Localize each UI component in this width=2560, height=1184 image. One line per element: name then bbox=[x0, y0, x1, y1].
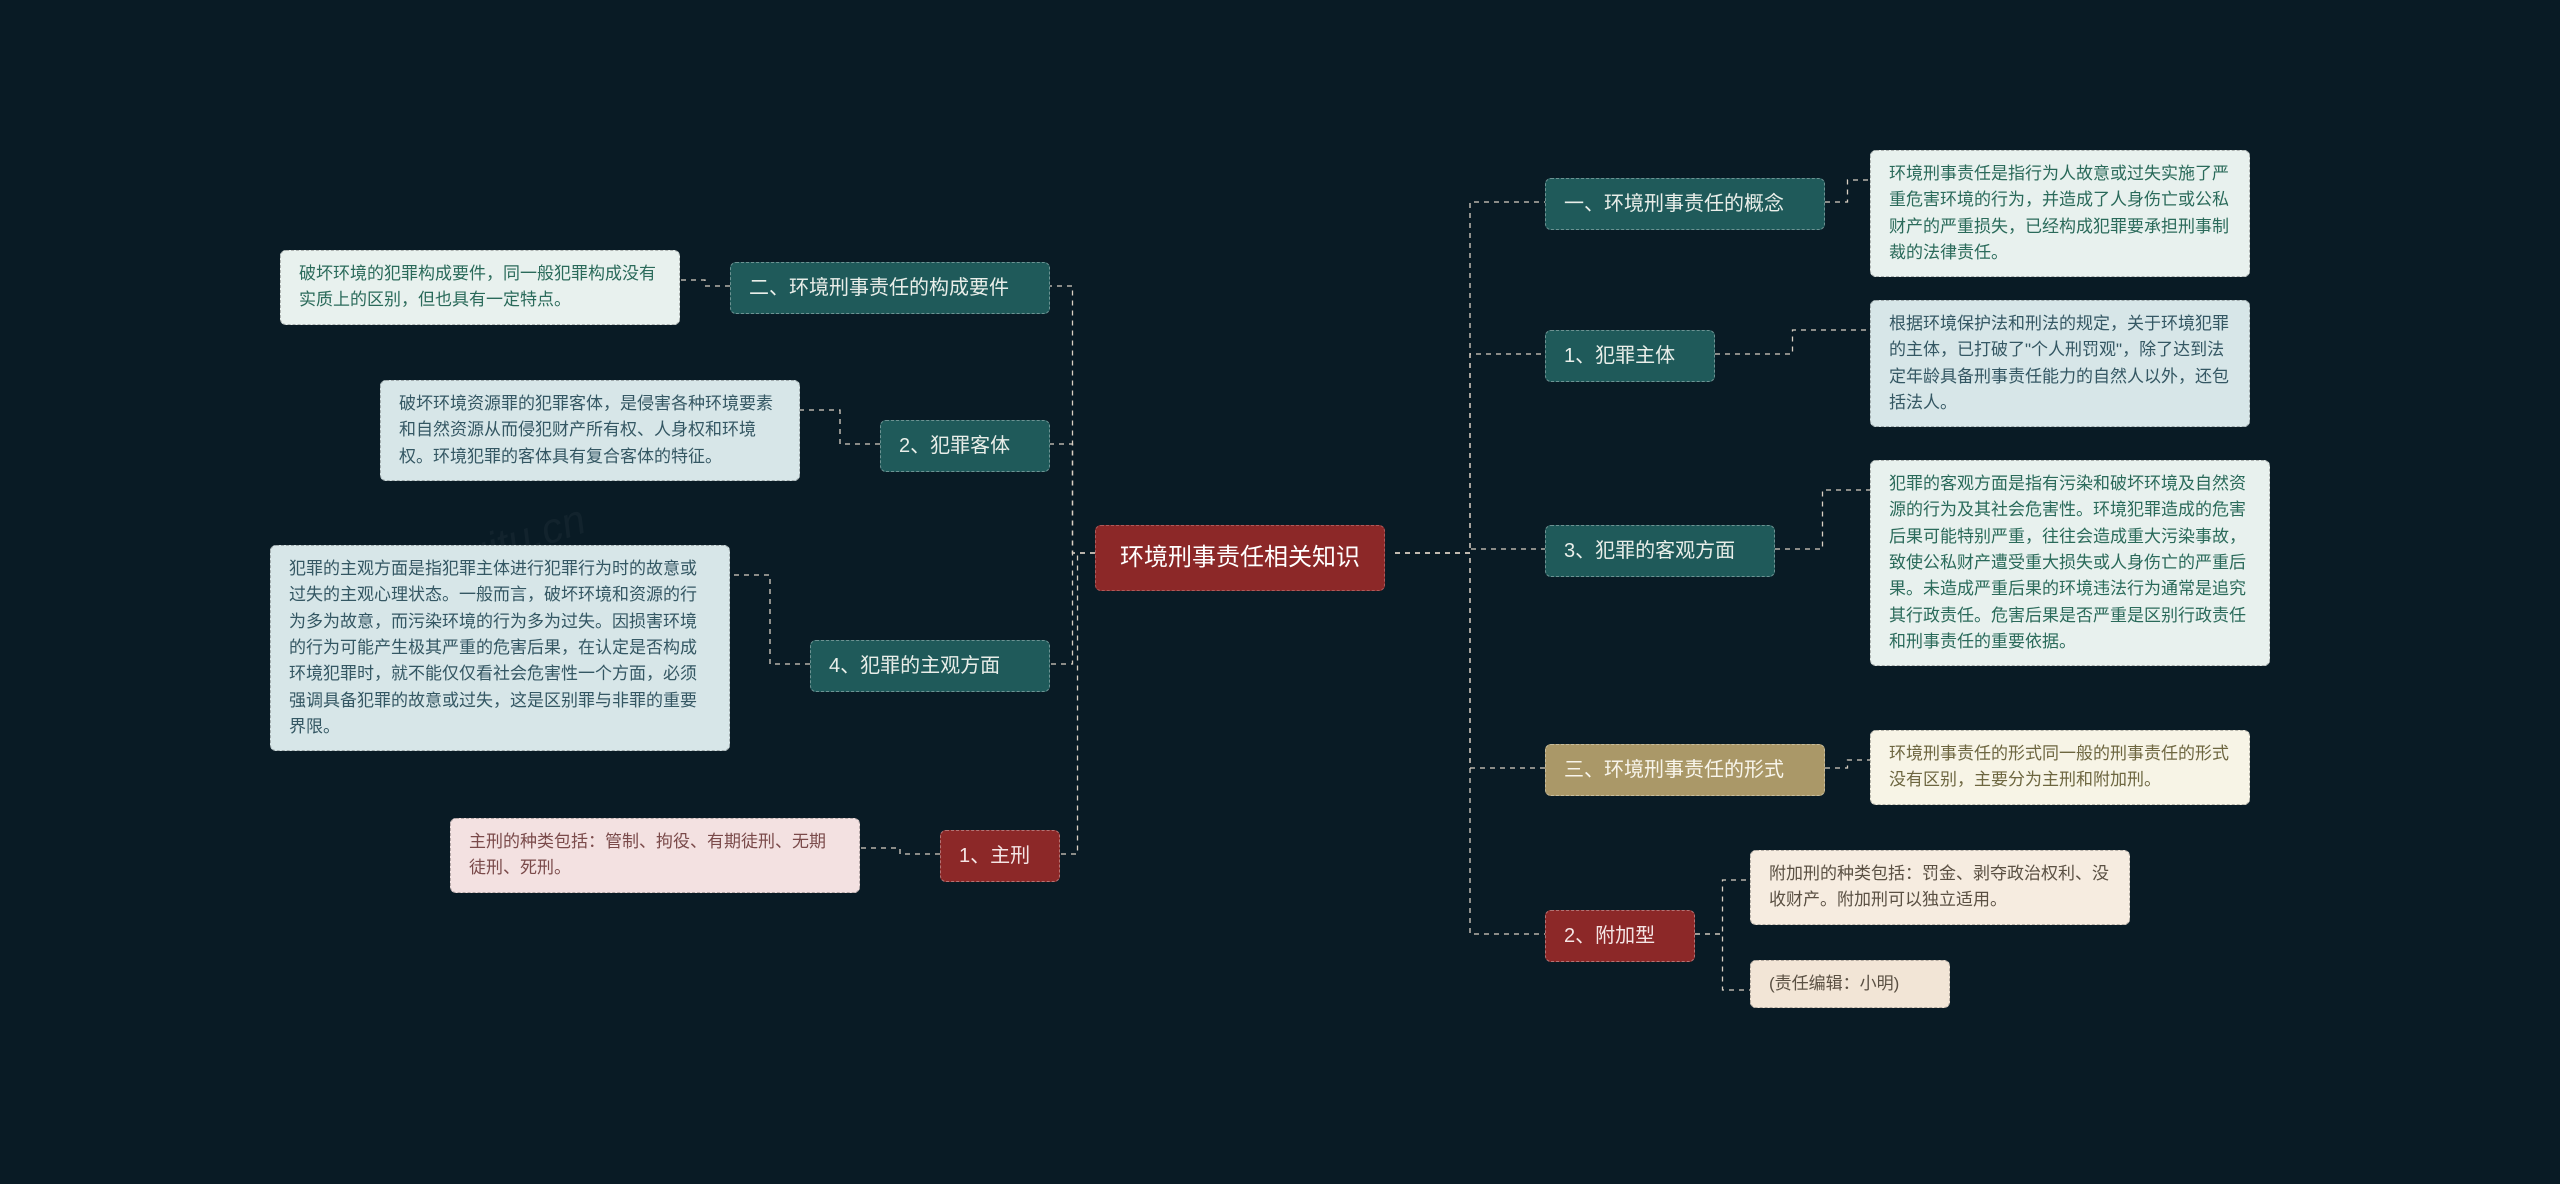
leaf-node: 犯罪的客观方面是指有污染和破坏环境及自然资源的行为及其社会危害性。环境犯罪造成的… bbox=[1870, 460, 2270, 666]
leaf-node: 根据环境保护法和刑法的规定，关于环境犯罪的主体，已打破了"个人刑罚观"，除了达到… bbox=[1870, 300, 2250, 427]
branch-node: 2、附加型 bbox=[1545, 910, 1695, 962]
leaf-node: 环境刑事责任是指行为人故意或过失实施了严重危害环境的行为，并造成了人身伤亡或公私… bbox=[1870, 150, 2250, 277]
branch-node: 1、犯罪主体 bbox=[1545, 330, 1715, 382]
leaf-text: 破坏环境资源罪的犯罪客体，是侵害各种环境要素和自然资源从而侵犯财产所有权、人身权… bbox=[399, 394, 773, 466]
branch-label: 2、犯罪客体 bbox=[899, 435, 1010, 457]
root-label: 环境刑事责任相关知识 bbox=[1120, 544, 1360, 571]
leaf-node: 附加刑的种类包括：罚金、剥夺政治权利、没收财产。附加刑可以独立适用。 bbox=[1750, 850, 2130, 925]
branch-node: 3、犯罪的客观方面 bbox=[1545, 525, 1775, 577]
branch-label: 3、犯罪的客观方面 bbox=[1564, 540, 1735, 562]
branch-label: 三、环境刑事责任的形式 bbox=[1564, 759, 1784, 781]
leaf-text: 环境刑事责任是指行为人故意或过失实施了严重危害环境的行为，并造成了人身伤亡或公私… bbox=[1889, 164, 2229, 262]
leaf-node: 环境刑事责任的形式同一般的刑事责任的形式没有区别，主要分为主刑和附加刑。 bbox=[1870, 730, 2250, 805]
leaf-node: 犯罪的主观方面是指犯罪主体进行犯罪行为时的故意或过失的主观心理状态。一般而言，破… bbox=[270, 545, 730, 751]
branch-label: 1、主刑 bbox=[959, 845, 1030, 867]
branch-node: 2、犯罪客体 bbox=[880, 420, 1050, 472]
leaf-text: 环境刑事责任的形式同一般的刑事责任的形式没有区别，主要分为主刑和附加刑。 bbox=[1889, 744, 2229, 789]
leaf-text: 附加刑的种类包括：罚金、剥夺政治权利、没收财产。附加刑可以独立适用。 bbox=[1769, 864, 2109, 909]
leaf-text: 主刑的种类包括：管制、拘役、有期徒刑、无期徒刑、死刑。 bbox=[469, 832, 826, 877]
branch-label: 1、犯罪主体 bbox=[1564, 345, 1675, 367]
branch-node: 三、环境刑事责任的形式 bbox=[1545, 744, 1825, 796]
branch-node: 二、环境刑事责任的构成要件 bbox=[730, 262, 1050, 314]
branch-label: 2、附加型 bbox=[1564, 925, 1655, 947]
leaf-node: 破坏环境的犯罪构成要件，同一般犯罪构成没有实质上的区别，但也具有一定特点。 bbox=[280, 250, 680, 325]
branch-node: 4、犯罪的主观方面 bbox=[810, 640, 1050, 692]
branch-label: 4、犯罪的主观方面 bbox=[829, 655, 1000, 677]
leaf-node: (责任编辑：小明) bbox=[1750, 960, 1950, 1008]
leaf-text: 犯罪的主观方面是指犯罪主体进行犯罪行为时的故意或过失的主观心理状态。一般而言，破… bbox=[289, 559, 697, 736]
leaf-node: 主刑的种类包括：管制、拘役、有期徒刑、无期徒刑、死刑。 bbox=[450, 818, 860, 893]
leaf-text: 破坏环境的犯罪构成要件，同一般犯罪构成没有实质上的区别，但也具有一定特点。 bbox=[299, 264, 656, 309]
branch-node: 1、主刑 bbox=[940, 830, 1060, 882]
leaf-node: 破坏环境资源罪的犯罪客体，是侵害各种环境要素和自然资源从而侵犯财产所有权、人身权… bbox=[380, 380, 800, 481]
leaf-text: 根据环境保护法和刑法的规定，关于环境犯罪的主体，已打破了"个人刑罚观"，除了达到… bbox=[1889, 314, 2229, 412]
leaf-text: 犯罪的客观方面是指有污染和破坏环境及自然资源的行为及其社会危害性。环境犯罪造成的… bbox=[1889, 474, 2246, 651]
branch-node: 一、环境刑事责任的概念 bbox=[1545, 178, 1825, 230]
leaf-text: (责任编辑：小明) bbox=[1769, 974, 1899, 993]
branch-label: 二、环境刑事责任的构成要件 bbox=[749, 277, 1009, 299]
root-node: 环境刑事责任相关知识 bbox=[1095, 525, 1385, 591]
branch-label: 一、环境刑事责任的概念 bbox=[1564, 193, 1784, 215]
